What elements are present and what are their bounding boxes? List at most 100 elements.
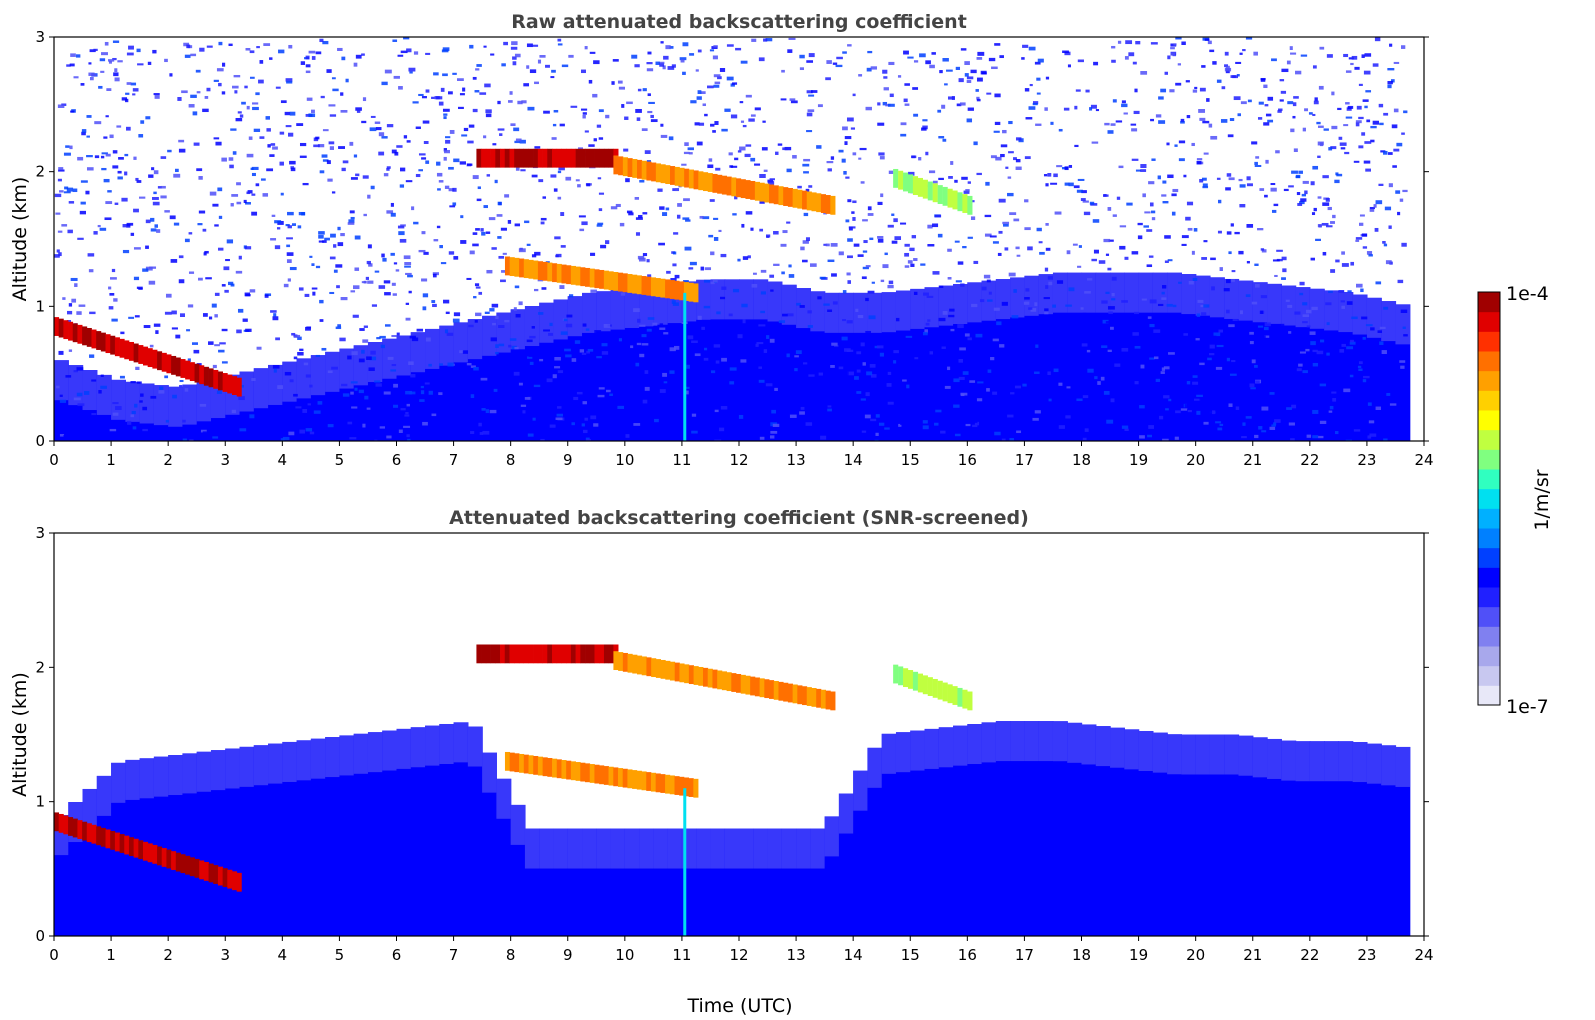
noise-speckle: [742, 124, 747, 128]
x-tick-label: 1: [106, 451, 116, 469]
noise-speckle: [197, 223, 203, 226]
noise-speckle: [1251, 359, 1256, 364]
noise-speckle: [513, 371, 520, 376]
boundary-layer-fade-cell: [953, 725, 968, 766]
noise-speckle: [72, 188, 78, 193]
noise-speckle: [1387, 80, 1393, 85]
noise-speckle: [1185, 216, 1191, 221]
noise-speckle: [478, 291, 483, 295]
boundary-layer-cell: [367, 732, 383, 936]
noise-speckle: [864, 366, 870, 370]
noise-speckle: [89, 49, 96, 53]
noise-speckle: [529, 361, 534, 365]
noise-speckle: [532, 417, 536, 421]
noise-speckle: [1103, 390, 1110, 395]
noise-speckle: [362, 339, 369, 343]
noise-speckle: [1201, 312, 1207, 316]
noise-speckle: [1054, 211, 1062, 215]
noise-speckle: [117, 60, 123, 63]
cloud-cell: [72, 323, 78, 343]
noise-speckle: [866, 431, 871, 435]
noise-speckle: [1143, 225, 1149, 228]
noise-speckle: [976, 96, 980, 100]
noise-speckle: [582, 401, 587, 405]
noise-speckle: [376, 337, 381, 340]
cloud-cell: [745, 675, 751, 695]
noise-speckle: [518, 301, 523, 306]
boundary-layer-cell: [1152, 272, 1168, 441]
noise-speckle: [1297, 202, 1303, 206]
noise-speckle: [139, 400, 143, 403]
noise-speckle: [947, 366, 951, 371]
boundary-layer-fade-cell: [1309, 741, 1325, 782]
chart-title: Attenuated backscattering coefficient (S…: [449, 507, 1029, 529]
noise-speckle: [590, 415, 597, 420]
boundary-layer-cell: [282, 741, 298, 936]
cloud-cell: [566, 760, 572, 780]
boundary-layer-cell: [296, 740, 312, 936]
noise-speckle: [521, 100, 527, 104]
noise-speckle: [571, 358, 577, 362]
boundary-layer-fade-cell: [1095, 726, 1111, 767]
boundary-layer-fade-cell: [853, 770, 869, 811]
noise-speckle: [942, 311, 948, 315]
cloud-cell: [632, 159, 638, 178]
noise-speckle: [73, 370, 78, 373]
noise-speckle: [1331, 91, 1335, 96]
noise-speckle: [823, 211, 827, 215]
noise-speckle: [1295, 70, 1302, 75]
noise-speckle: [235, 270, 243, 274]
boundary-layer-fade-cell: [724, 828, 740, 869]
noise-speckle: [825, 77, 831, 81]
noise-speckle: [1264, 322, 1271, 327]
noise-speckle: [1024, 297, 1030, 300]
noise-speckle: [475, 228, 480, 231]
noise-speckle: [1198, 109, 1206, 113]
noise-speckle: [1365, 168, 1371, 172]
noise-speckle: [1272, 259, 1280, 262]
noise-speckle: [470, 394, 475, 399]
noise-speckle: [845, 176, 850, 179]
noise-speckle: [244, 246, 252, 250]
noise-speckle: [597, 177, 602, 180]
noise-speckle: [586, 350, 590, 354]
noise-speckle: [367, 194, 371, 199]
noise-speckle: [630, 345, 634, 349]
noise-speckle: [213, 79, 219, 82]
noise-speckle: [662, 65, 666, 70]
noise-speckle: [424, 382, 430, 385]
boundary-layer-cell: [1395, 746, 1411, 936]
noise-speckle: [300, 61, 306, 65]
noise-speckle: [767, 181, 775, 185]
noise-speckle: [565, 323, 573, 328]
noise-speckle: [224, 289, 229, 293]
noise-speckle: [150, 228, 157, 232]
noise-speckle: [897, 75, 902, 78]
noise-speckle: [854, 376, 859, 380]
noise-speckle: [288, 132, 294, 137]
noise-speckle: [136, 180, 142, 183]
noise-speckle: [1230, 223, 1234, 227]
noise-speckle: [351, 406, 358, 409]
noise-speckle: [950, 328, 955, 332]
x-tick-label: 15: [901, 946, 920, 964]
noise-speckle: [202, 313, 208, 317]
noise-speckle: [984, 214, 992, 218]
noise-speckle: [1231, 279, 1235, 282]
noise-speckle: [1364, 53, 1372, 57]
noise-speckle: [514, 285, 520, 289]
noise-speckle: [104, 217, 112, 221]
boundary-layer-fade-cell: [1352, 742, 1368, 783]
noise-speckle: [1118, 165, 1124, 169]
noise-speckle: [1310, 257, 1315, 261]
noise-speckle: [187, 304, 194, 308]
noise-speckle: [1174, 144, 1178, 147]
boundary-layer-fade-cell: [253, 368, 269, 409]
noise-speckle: [559, 123, 565, 127]
noise-speckle: [581, 352, 587, 355]
noise-speckle: [1310, 181, 1315, 186]
boundary-layer-fade-cell: [139, 383, 155, 424]
noise-speckle: [511, 345, 517, 350]
noise-speckle: [647, 317, 655, 320]
cloud-cell: [627, 653, 633, 673]
